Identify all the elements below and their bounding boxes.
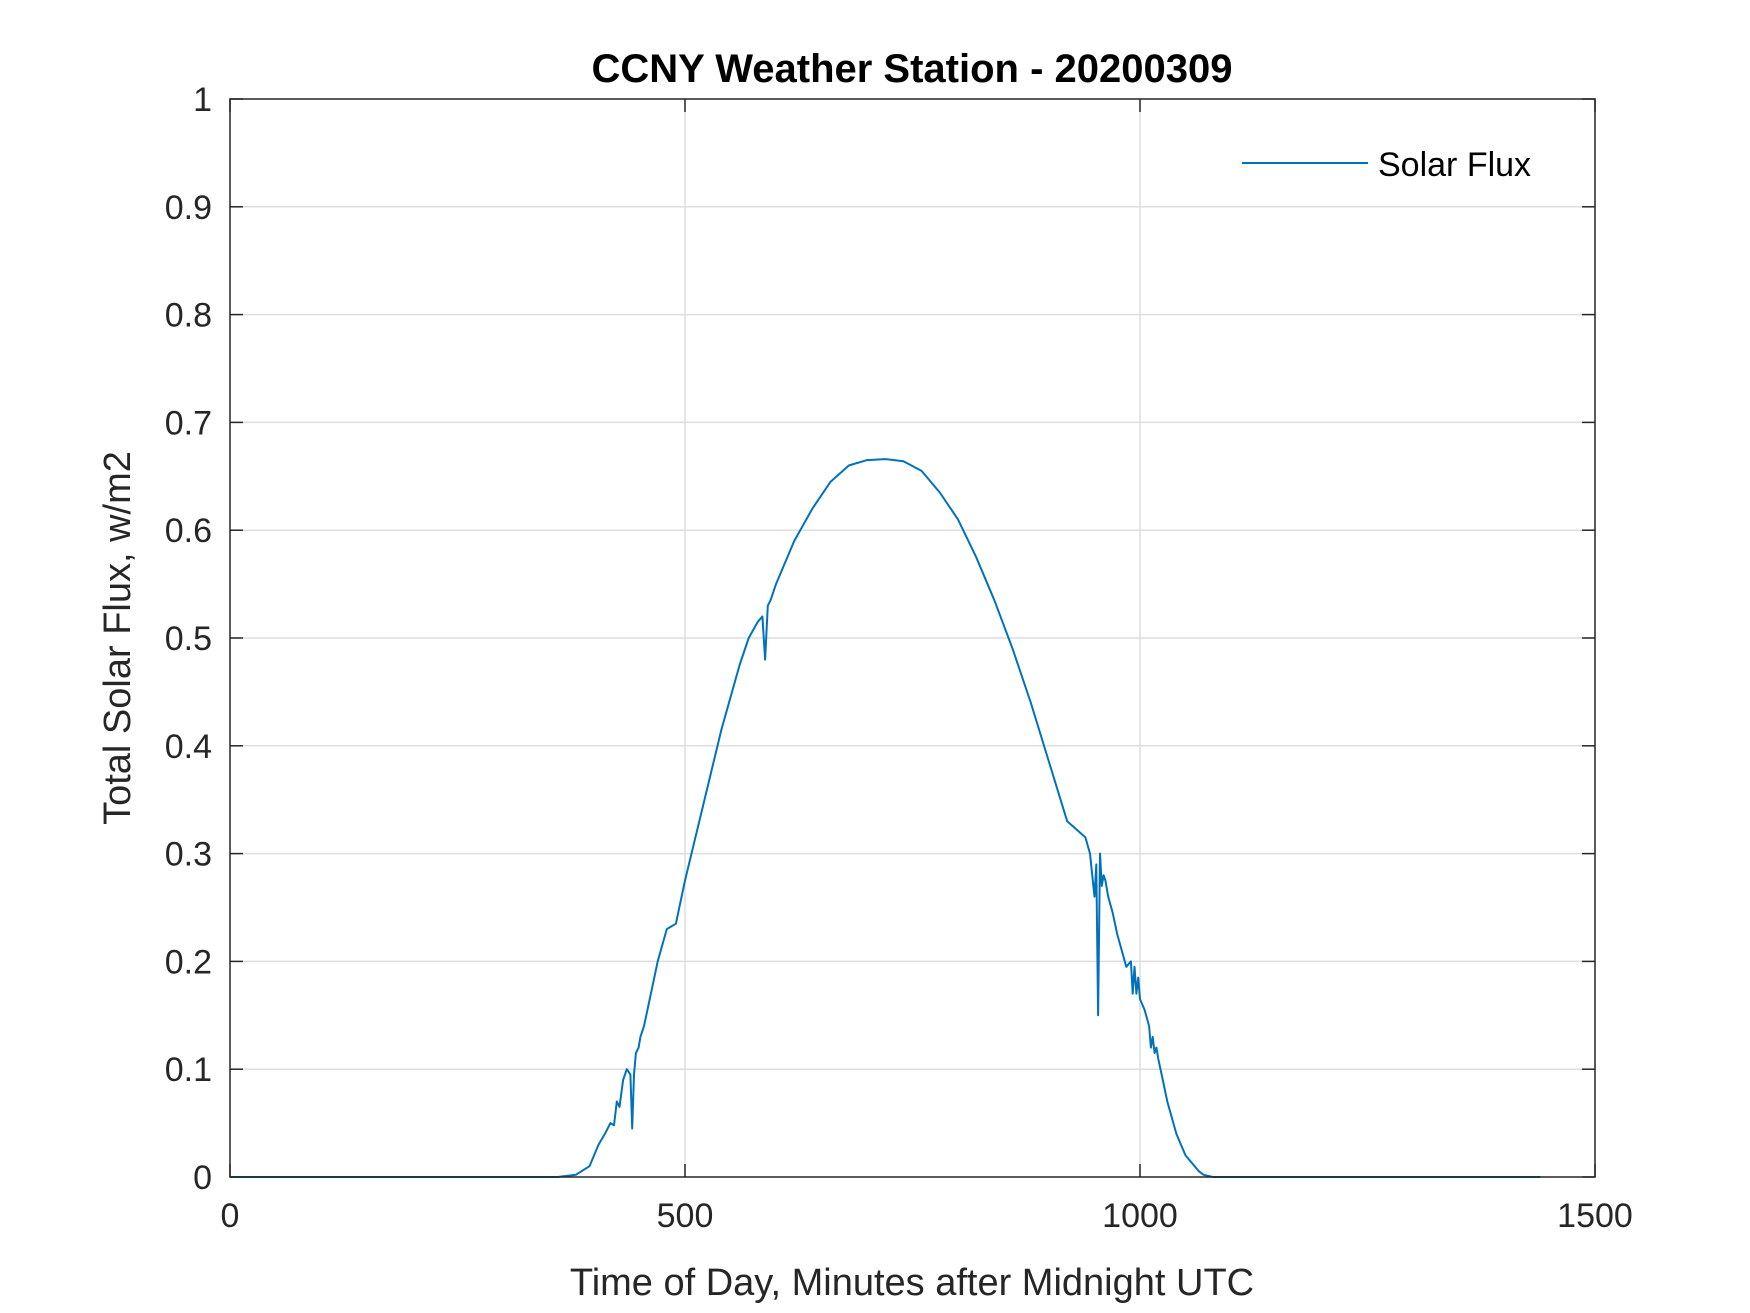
chart-title: CCNY Weather Station - 20200309	[592, 47, 1233, 91]
y-tick-label: 0.2	[165, 943, 212, 981]
y-tick-label: 0	[193, 1159, 212, 1197]
y-tick-label: 0.7	[165, 404, 212, 442]
y-tick-label: 0.8	[165, 297, 212, 335]
series-layer	[230, 458, 1541, 1178]
legend: Solar Flux	[1242, 146, 1531, 184]
y-tick-label: 0.6	[165, 512, 212, 550]
y-tick-label: 1	[193, 81, 212, 119]
grid	[230, 99, 1595, 1177]
y-tick-label: 0.5	[165, 620, 212, 658]
plot-frame	[229, 98, 1596, 1178]
tick-labels: 0 0.1 0.2 0.3 0.4 0.5 0.6 0.7 0.8 0.9 1 0 500 1000 150…	[165, 81, 1633, 1235]
y-tick-label: 0.4	[165, 728, 212, 766]
x-tick-label: 500	[657, 1197, 714, 1235]
x-axis-label: Time of Day, Minutes after Midnight UTC	[570, 1262, 1254, 1304]
x-tick-label: 1000	[1102, 1197, 1178, 1235]
x-tick-label: 0	[221, 1197, 240, 1235]
y-tick-label: 0.3	[165, 836, 212, 874]
series-line-solar-flux	[230, 458, 1541, 1178]
y-axis-label: Total Solar Flux, w/m2	[97, 451, 139, 825]
x-tick-label: 1500	[1557, 1197, 1633, 1235]
y-tick-label: 0.9	[165, 189, 212, 227]
legend-label-solar-flux: Solar Flux	[1378, 146, 1531, 184]
y-tick-label: 0.1	[165, 1051, 212, 1089]
